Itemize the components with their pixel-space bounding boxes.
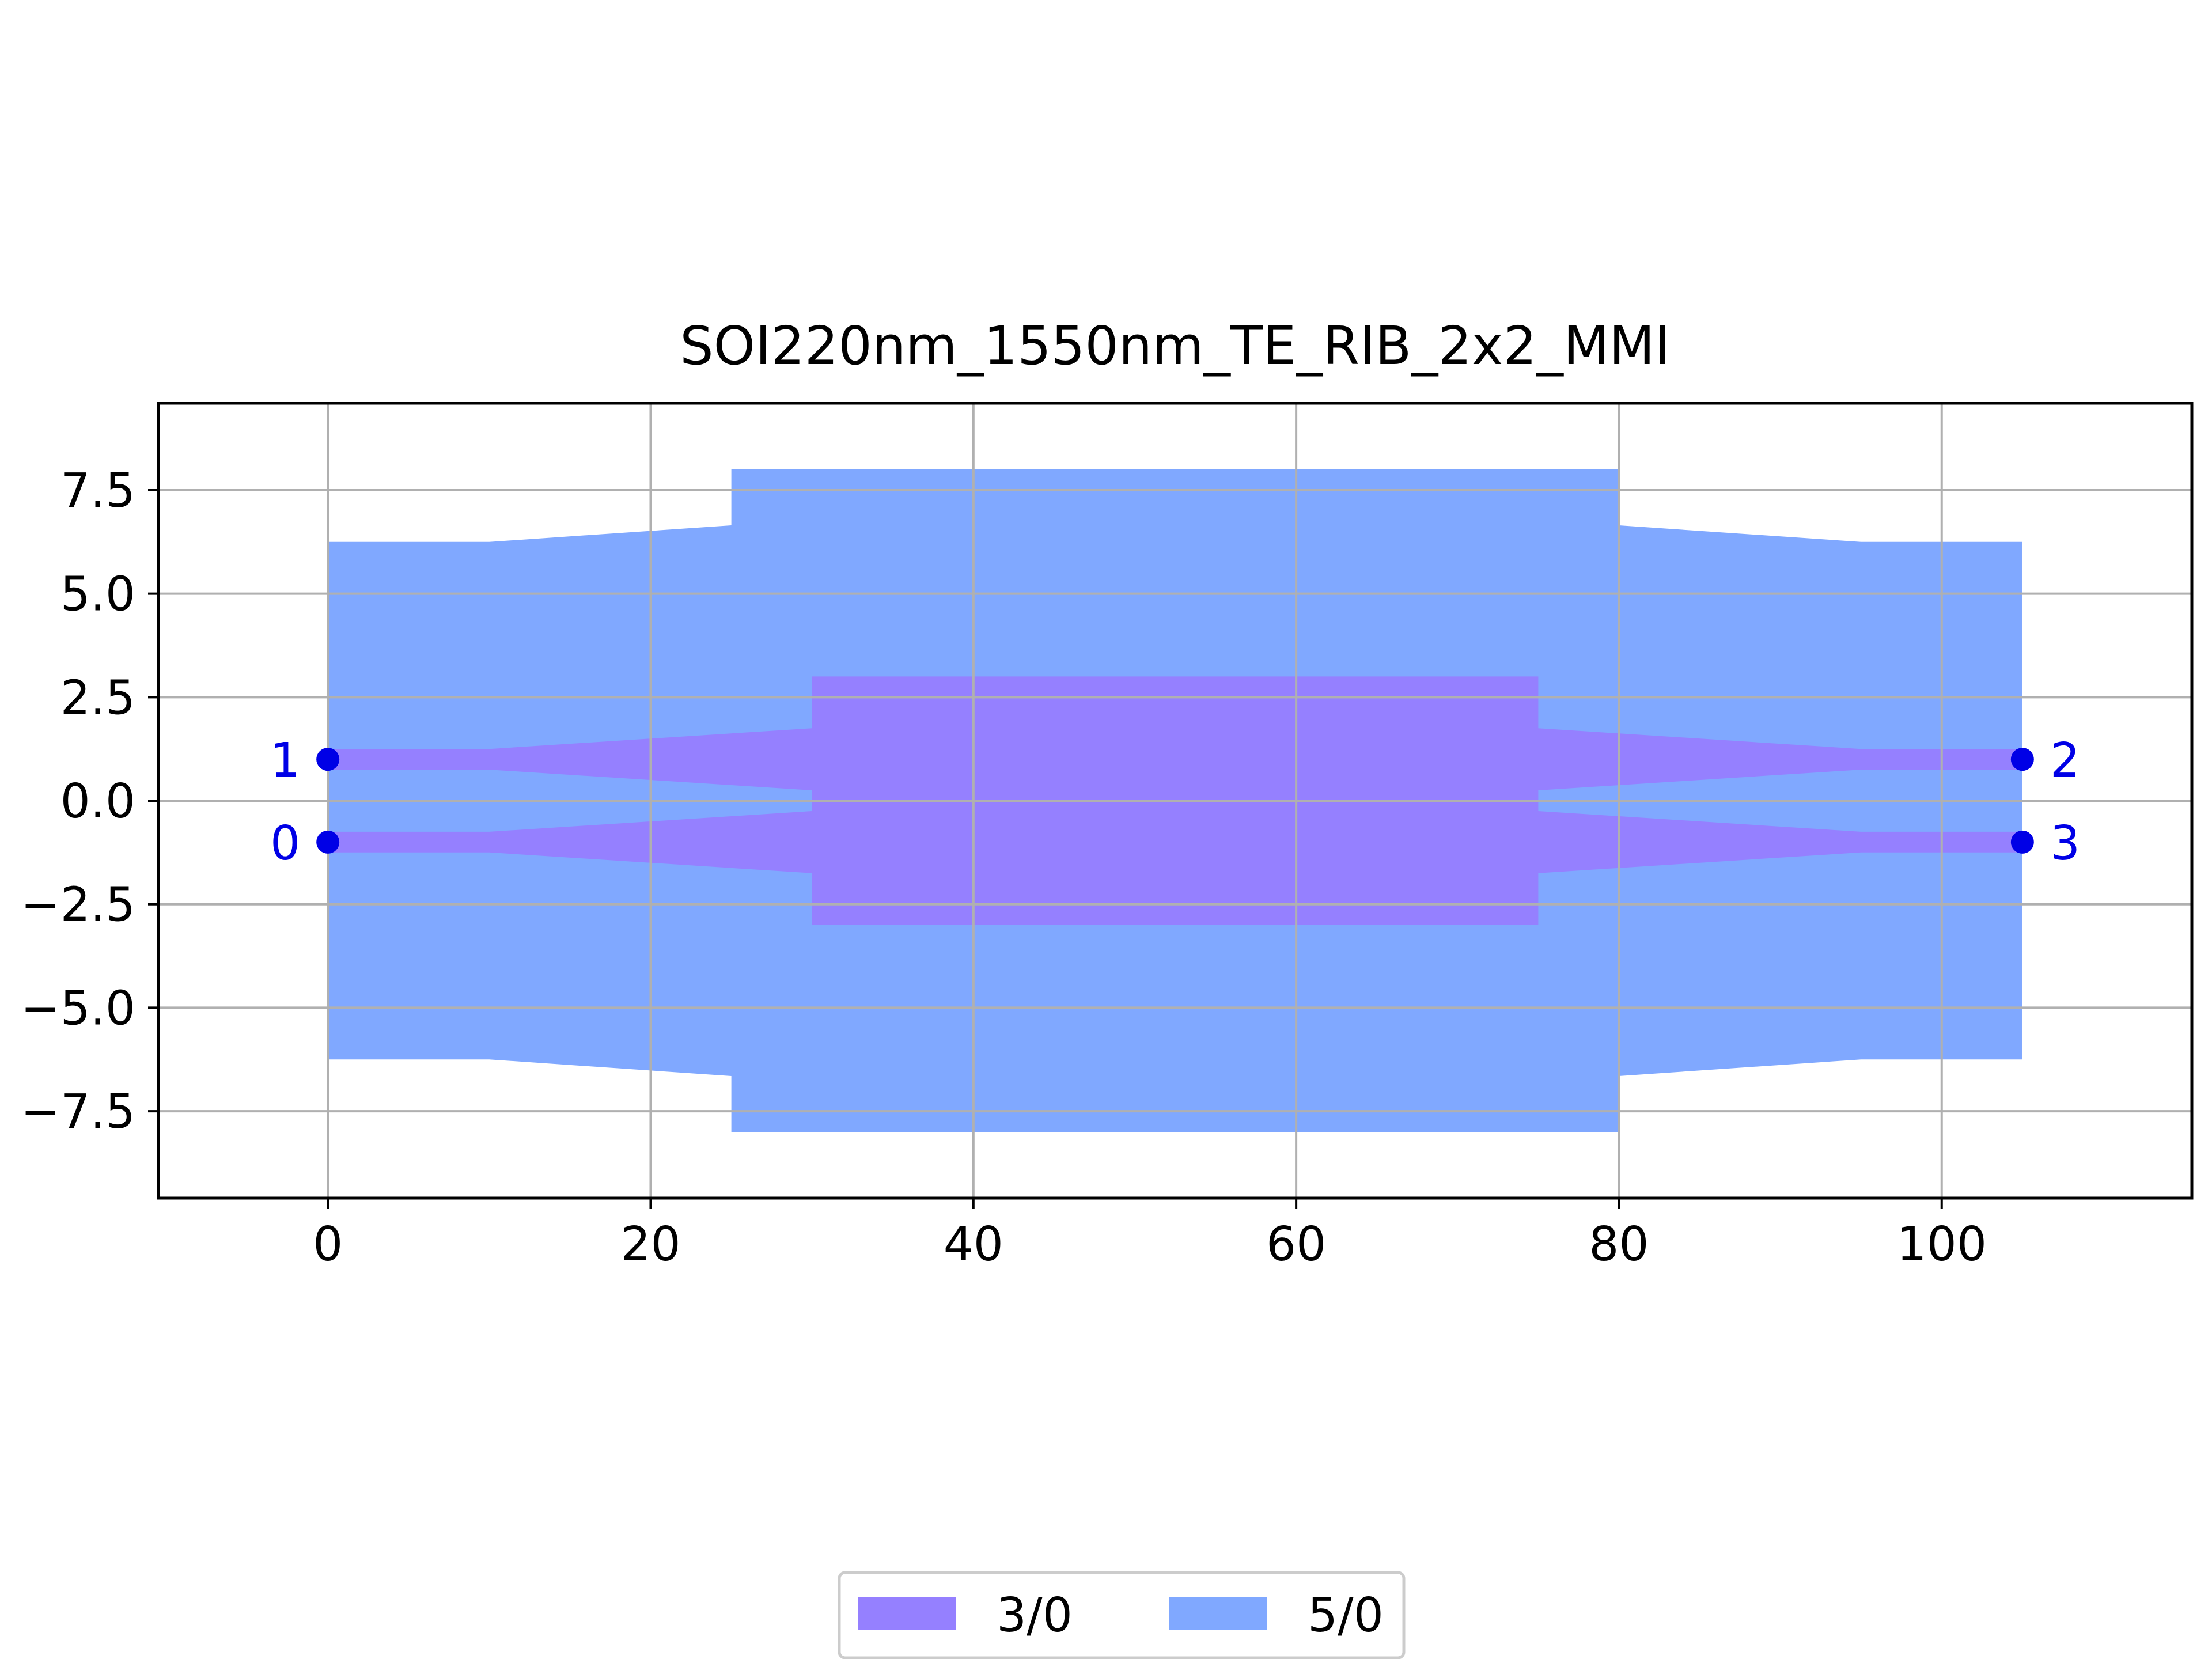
legend-box <box>838 1571 1406 1659</box>
port-marker <box>2010 830 2034 854</box>
y-tick-label: −7.5 <box>21 1085 135 1139</box>
y-tick-label: 7.5 <box>60 464 135 518</box>
x-axis: 0 20 40 60 80 100 <box>313 1198 1987 1272</box>
port-label: 1 <box>270 733 300 788</box>
port-marker <box>2010 748 2034 771</box>
x-tick-label: 60 <box>1266 1217 1326 1272</box>
port-marker <box>316 830 340 854</box>
x-tick-label: 20 <box>620 1217 680 1272</box>
y-tick-label: 2.5 <box>60 671 135 725</box>
legend-label: 3/0 <box>997 1588 1073 1643</box>
chart-title: SOI220nm_1550nm_TE_RIB_2x2_MMI <box>680 315 1670 377</box>
legend: 3/0 5/0 <box>838 1571 1406 1659</box>
y-tick-label: 5.0 <box>60 567 135 622</box>
y-tick-label: 0.0 <box>60 774 135 829</box>
port-label: 2 <box>2050 733 2080 788</box>
y-axis: 7.5 5.0 2.5 0.0 −2.5 −5.0 −7.5 <box>21 464 158 1139</box>
x-tick-label: 100 <box>1896 1217 1987 1272</box>
port-marker <box>316 748 340 771</box>
x-tick-label: 40 <box>944 1217 1003 1272</box>
y-tick-label: −2.5 <box>21 878 135 933</box>
legend-swatch <box>858 1597 956 1630</box>
legend-swatch <box>1169 1597 1267 1630</box>
grid-lines <box>158 403 2192 1198</box>
port-markers: 1 0 2 3 <box>270 733 2080 871</box>
x-tick-label: 80 <box>1589 1217 1649 1272</box>
x-tick-label: 0 <box>313 1217 343 1272</box>
port-label: 0 <box>270 816 300 871</box>
y-tick-label: −5.0 <box>21 981 135 1036</box>
port-label: 3 <box>2050 816 2080 871</box>
legend-label: 5/0 <box>1308 1588 1384 1643</box>
